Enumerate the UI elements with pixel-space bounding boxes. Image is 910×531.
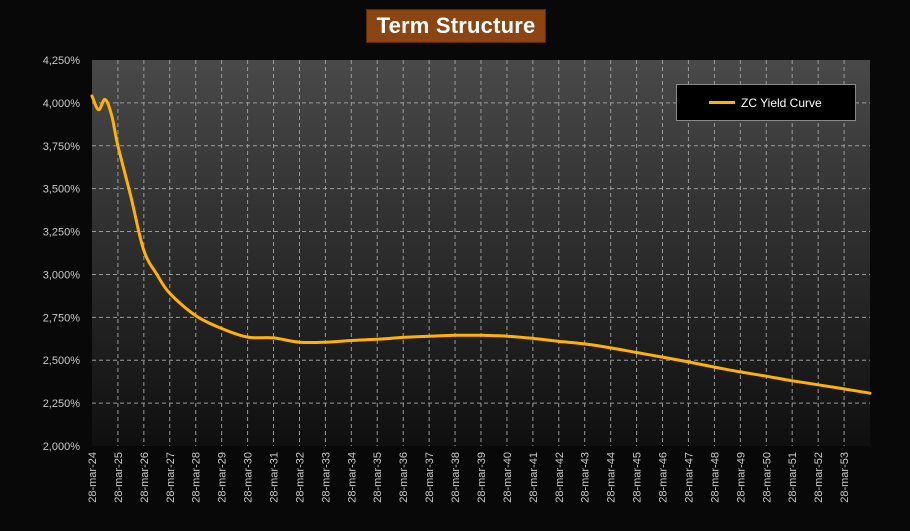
x-tick-label: 28-mar-43 xyxy=(580,452,592,503)
x-tick-label: 28-mar-36 xyxy=(398,452,410,503)
x-tick-label: 28-mar-39 xyxy=(476,452,488,503)
y-tick-label: 4,000% xyxy=(43,98,81,110)
x-tick-label: 28-mar-38 xyxy=(450,452,462,503)
x-tick-label: 28-mar-51 xyxy=(787,452,799,503)
y-tick-label: 2,000% xyxy=(43,441,81,453)
x-tick-label: 28-mar-26 xyxy=(139,452,151,503)
y-tick-label: 2,750% xyxy=(43,312,81,324)
y-axis-ticks: 2,000% 2,250% 2,500% 2,750% 3,000% 3,250% 3,50… xyxy=(43,55,81,453)
x-tick-label: 28-mar-34 xyxy=(346,452,358,503)
x-tick-label: 28-mar-49 xyxy=(735,452,747,503)
legend-label: ZC Yield Curve xyxy=(741,95,822,110)
y-tick-label: 3,500% xyxy=(43,184,81,196)
x-tick-label: 28-mar-48 xyxy=(709,452,721,503)
y-tick-label: 2,250% xyxy=(43,398,81,410)
x-tick-label: 28-mar-30 xyxy=(243,452,255,503)
y-tick-label: 2,500% xyxy=(43,355,81,367)
y-tick-label: 3,250% xyxy=(43,227,81,239)
x-tick-label: 28-mar-27 xyxy=(165,452,177,503)
series-layer xyxy=(90,94,872,395)
x-axis-ticks: 28-mar-24 28-mar-25 28-mar-26 28-mar-27 28-m… xyxy=(87,452,851,503)
x-tick-label: 28-mar-45 xyxy=(632,452,644,503)
x-tick-label: 28-mar-44 xyxy=(606,452,618,503)
x-tick-label: 28-mar-42 xyxy=(554,452,566,503)
x-tick-label: 28-mar-32 xyxy=(294,452,306,503)
y-tick-label: 3,750% xyxy=(43,141,81,153)
x-tick-label: 28-mar-24 xyxy=(87,452,99,503)
legend-swatch xyxy=(709,101,735,104)
x-tick-label: 28-mar-41 xyxy=(528,452,540,503)
chart-title-box: Term Structure xyxy=(366,9,546,43)
chart-title: Term Structure xyxy=(376,13,536,38)
y-tick-label: 4,250% xyxy=(43,55,81,67)
y-tick-label: 3,000% xyxy=(43,269,81,281)
x-tick-label: 28-mar-37 xyxy=(424,452,436,503)
x-tick-label: 28-mar-52 xyxy=(813,452,825,503)
x-tick-label: 28-mar-40 xyxy=(502,452,514,503)
x-tick-label: 28-mar-53 xyxy=(839,452,851,503)
x-tick-label: 28-mar-50 xyxy=(761,452,773,503)
legend: ZC Yield Curve xyxy=(676,84,856,121)
x-tick-label: 28-mar-29 xyxy=(217,452,229,503)
grid-lines xyxy=(92,60,870,446)
x-tick-label: 28-mar-46 xyxy=(658,452,670,503)
x-tick-label: 28-mar-47 xyxy=(683,452,695,503)
x-tick-label: 28-mar-28 xyxy=(191,452,203,503)
series-line-zc-yield-curve xyxy=(90,94,872,395)
x-tick-label: 28-mar-31 xyxy=(268,452,280,503)
x-tick-label: 28-mar-35 xyxy=(372,452,384,503)
x-tick-label: 28-mar-33 xyxy=(320,452,332,503)
x-tick-label: 28-mar-25 xyxy=(113,452,125,503)
